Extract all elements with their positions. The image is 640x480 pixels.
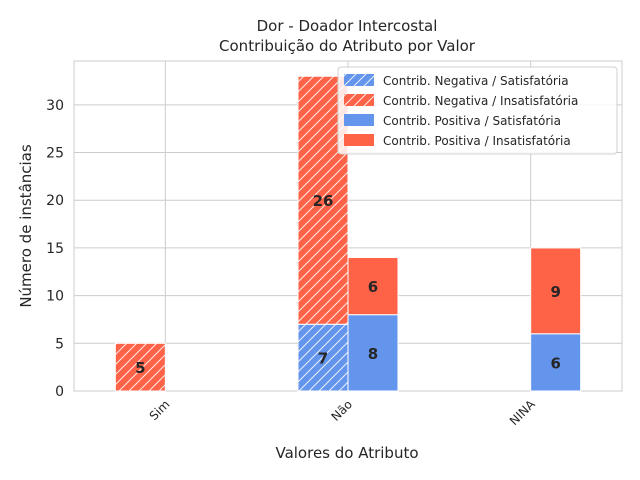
legend-swatch xyxy=(344,114,374,126)
legend-swatch xyxy=(344,134,374,146)
chart-title: Dor - Doador Intercostal xyxy=(257,17,438,35)
x-tick-label: NINA xyxy=(507,397,538,428)
chart-subtitle: Contribuição do Atributo por Valor xyxy=(219,37,476,55)
x-axis-label: Valores do Atributo xyxy=(275,444,418,462)
y-tick-label: 20 xyxy=(46,193,64,209)
bar xyxy=(530,247,582,335)
bar xyxy=(347,314,399,392)
legend-entry: Contrib. Positiva / Satisfatória xyxy=(383,114,561,128)
bar-value-label: 8 xyxy=(368,345,378,363)
y-tick-label: 15 xyxy=(46,241,64,257)
bar-value-label: 6 xyxy=(368,278,378,296)
legend-entry: Contrib. Positiva / Insatisfatória xyxy=(383,134,571,148)
y-tick-label: 0 xyxy=(55,384,64,400)
legend-entry: Contrib. Negativa / Insatisfatória xyxy=(383,94,578,108)
bar-labels: 5 7 26 8 6 6 9 xyxy=(135,192,561,377)
bar-value-label: 5 xyxy=(135,359,145,377)
bar-hatch xyxy=(115,343,166,391)
y-tick-label: 25 xyxy=(46,146,64,162)
x-tick-label: Não xyxy=(328,397,355,424)
y-axis-label: Número de instâncias xyxy=(17,144,35,308)
bar-value-label: 6 xyxy=(550,354,560,372)
bars xyxy=(114,75,582,392)
bar-hatch xyxy=(298,324,348,391)
legend-swatch-hatch xyxy=(344,74,374,86)
y-tick-label: 10 xyxy=(46,289,64,305)
legend-box xyxy=(337,66,618,155)
y-tick-label: 30 xyxy=(46,98,64,114)
bar-value-label: 7 xyxy=(318,350,328,368)
legend: Contrib. Negativa / Satisfatória Contrib.… xyxy=(337,66,618,155)
y-tick-label: 5 xyxy=(55,336,64,352)
legend-entry: Contrib. Negativa / Satisfatória xyxy=(383,74,569,88)
bar-value-label: 9 xyxy=(550,283,560,301)
legend-swatch-hatch xyxy=(344,94,374,106)
bar xyxy=(347,256,399,316)
bar-value-label: 26 xyxy=(313,192,334,210)
x-tick-label: Sim xyxy=(147,397,173,423)
